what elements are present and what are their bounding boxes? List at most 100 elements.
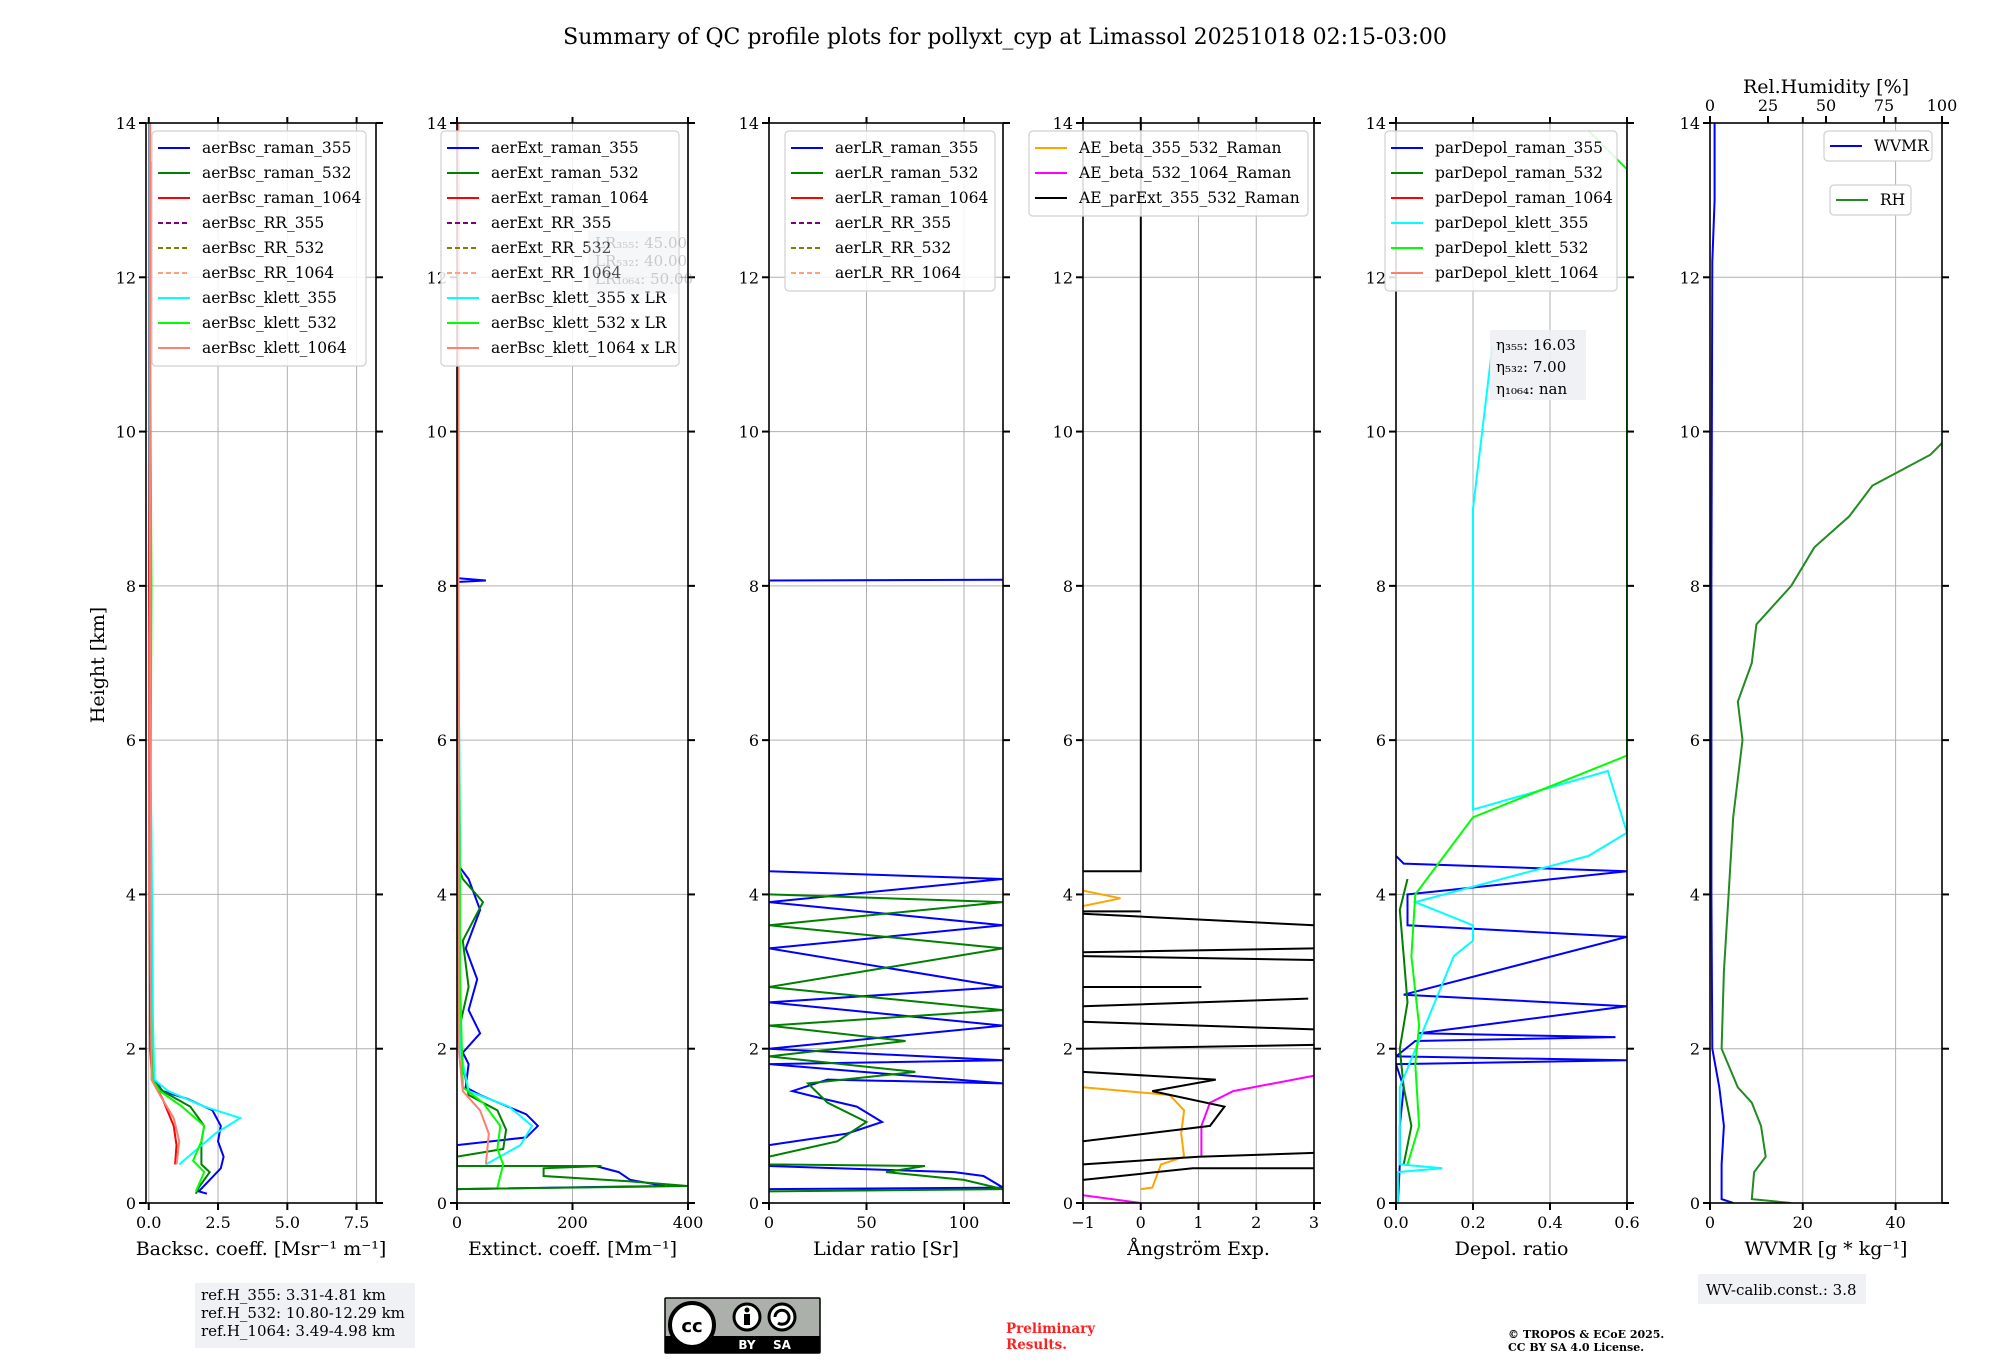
axes-frame (768, 122, 1004, 1204)
y-tick-label: 8 (1063, 577, 1073, 596)
y-tick-label: 10 (116, 423, 136, 442)
legend-entry: aerExt_raman_532 (491, 164, 639, 182)
cc-by-sa-badge[interactable]: cc BY SA (664, 1297, 821, 1354)
top-x-tick-label: 25 (1758, 96, 1778, 115)
axes-frame (1395, 122, 1628, 1204)
legend-entry: aerBsc_klett_355 x LR (491, 289, 668, 307)
y-tick-label: 2 (1690, 1040, 1700, 1059)
x-tick-label: 5.0 (275, 1213, 300, 1232)
lr-1064: LR₁₀₆₄: 50.00 (595, 270, 693, 288)
panel-lidar_ratio: 0 2 4 6 8 10 12 14 0 50 100 Lidar ratio [Sr] aerLR_r… (739, 114, 1010, 1260)
x-tick-label: 1 (1193, 1213, 1203, 1232)
x-tick-label: 400 (673, 1213, 704, 1232)
y-tick-label: 14 (1053, 114, 1073, 133)
y-tick-label: 12 (1366, 268, 1386, 287)
legend-entry: parDepol_raman_532 (1435, 164, 1603, 182)
y-tick-label: 10 (1053, 423, 1073, 442)
y-tick-label: 10 (427, 423, 447, 442)
axes-frame (1709, 122, 1943, 1204)
x-tick-label: 0.0 (136, 1213, 161, 1232)
x-tick-label: 3 (1309, 1213, 1319, 1232)
legend-entry: aerBsc_raman_355 (202, 139, 352, 157)
legend: AE_beta_355_532_Raman AE_beta_532_1064_Ra… (1028, 130, 1309, 217)
x-tick-label: 7.5 (344, 1213, 369, 1232)
y-tick-label: 14 (1680, 114, 1700, 133)
y-tick-label: 2 (437, 1040, 447, 1059)
preliminary-label-1: Preliminary (1006, 1321, 1096, 1337)
legend-entry: AE_beta_532_1064_Raman (1078, 164, 1291, 182)
ref-heights-bg (195, 1283, 415, 1348)
y-tick-label: 12 (1680, 268, 1700, 287)
y-tick-label: 6 (437, 731, 447, 750)
x-tick-label: 0 (452, 1213, 462, 1232)
y-tick-label: 10 (1680, 423, 1700, 442)
ref-height-532: ref.H_532: 10.80-12.29 km (201, 1304, 405, 1322)
y-tick-label: 8 (749, 577, 759, 596)
series-line-rh (1720, 442, 1942, 1203)
legend-entry: aerBsc_klett_532 x LR (491, 314, 668, 332)
legend-entry: aerBsc_RR_532 (202, 239, 324, 257)
y-axis-label: Height [km] (87, 607, 109, 723)
legend-entry: aerLR_raman_355 (835, 139, 978, 157)
x-tick-label: 50 (856, 1213, 876, 1232)
legend-entry: aerLR_RR_1064 (835, 264, 961, 282)
x-tick-label: 20 (1793, 1213, 1813, 1232)
y-tick-label: 2 (1376, 1040, 1386, 1059)
series-line-ae-parext-355-532-raman (1083, 123, 1314, 1181)
wv-calib-const: WV-calib.const.: 3.8 (1706, 1281, 1857, 1299)
y-tick-label: 6 (1690, 731, 1700, 750)
legend-entry: aerLR_RR_355 (835, 214, 951, 232)
legend-entry: parDepol_raman_355 (1435, 139, 1603, 157)
y-tick-label: 6 (1376, 731, 1386, 750)
legend-entry: aerLR_raman_532 (835, 164, 978, 182)
legend-entry: aerBsc_RR_1064 (202, 264, 334, 282)
legend-entry: aerBsc_RR_355 (202, 214, 324, 232)
by-label: BY (738, 1338, 755, 1352)
y-tick-label: 14 (739, 114, 759, 133)
x-tick-label: 100 (949, 1213, 980, 1232)
y-tick-label: 4 (1376, 885, 1386, 904)
legend-entry: parDepol_raman_1064 (1435, 189, 1613, 207)
legend-entry: aerBsc_klett_355 (202, 289, 337, 307)
x-axis-label: Lidar ratio [Sr] (813, 1238, 959, 1260)
y-tick-label: 12 (116, 268, 136, 287)
series-line-ae-beta-355-532-raman (1083, 889, 1186, 1191)
x-axis-label: Backsc. coeff. [Msr⁻¹ m⁻¹] (136, 1238, 387, 1260)
y-tick-label: 8 (1376, 577, 1386, 596)
wv-calib-box: WV-calib.const.: 3.8 (1698, 1274, 1866, 1304)
legend-wvmr: WVMR (1823, 130, 1933, 162)
y-tick-label: 10 (1366, 423, 1386, 442)
x-tick-label: 0 (1136, 1213, 1146, 1232)
y-tick-label: 10 (739, 423, 759, 442)
series-line-aerlr-raman-355 (769, 578, 1003, 1191)
lr-355: LR₃₅₅: 45.00 (595, 234, 687, 252)
preliminary-label-2: Results. (1006, 1337, 1067, 1353)
y-tick-label: 14 (116, 114, 136, 133)
legend-entry: aerExt_RR_355 (491, 214, 612, 232)
y-tick-label: 0 (126, 1194, 136, 1213)
series-line-pardepol-klett-355 (1396, 346, 1627, 1203)
y-tick-label: 0 (1063, 1194, 1073, 1213)
panel-depol: 0 2 4 6 8 10 12 14 0.0 0.2 0.4 0.6 Depol. ratio parDe… (1366, 114, 1640, 1260)
cc-icon (668, 1301, 716, 1349)
legend-entry: AE_parExt_355_532_Raman (1078, 189, 1300, 207)
legend-entry: aerExt_RR_532 (491, 239, 612, 257)
y-tick-label: 8 (437, 577, 447, 596)
x-tick-label: 2 (1251, 1213, 1261, 1232)
y-tick-label: 2 (749, 1040, 759, 1059)
y-tick-label: 0 (1376, 1194, 1386, 1213)
legend-entry: parDepol_klett_1064 (1435, 264, 1598, 282)
legend-entry: aerBsc_klett_532 (202, 314, 337, 332)
y-tick-label: 2 (1063, 1040, 1073, 1059)
legend-entry: aerExt_RR_1064 (491, 264, 622, 282)
series-line-aerext-raman-532 (457, 123, 688, 1191)
x-tick-label: −1 (1071, 1213, 1095, 1232)
top-x-tick-label: 100 (1927, 96, 1958, 115)
y-tick-label: 4 (437, 885, 447, 904)
series-line-pardepol-klett-532 (1406, 129, 1627, 1165)
legend-entry: aerExt_raman_1064 (491, 189, 649, 207)
legend-entry: AE_beta_355_532_Raman (1078, 139, 1281, 157)
